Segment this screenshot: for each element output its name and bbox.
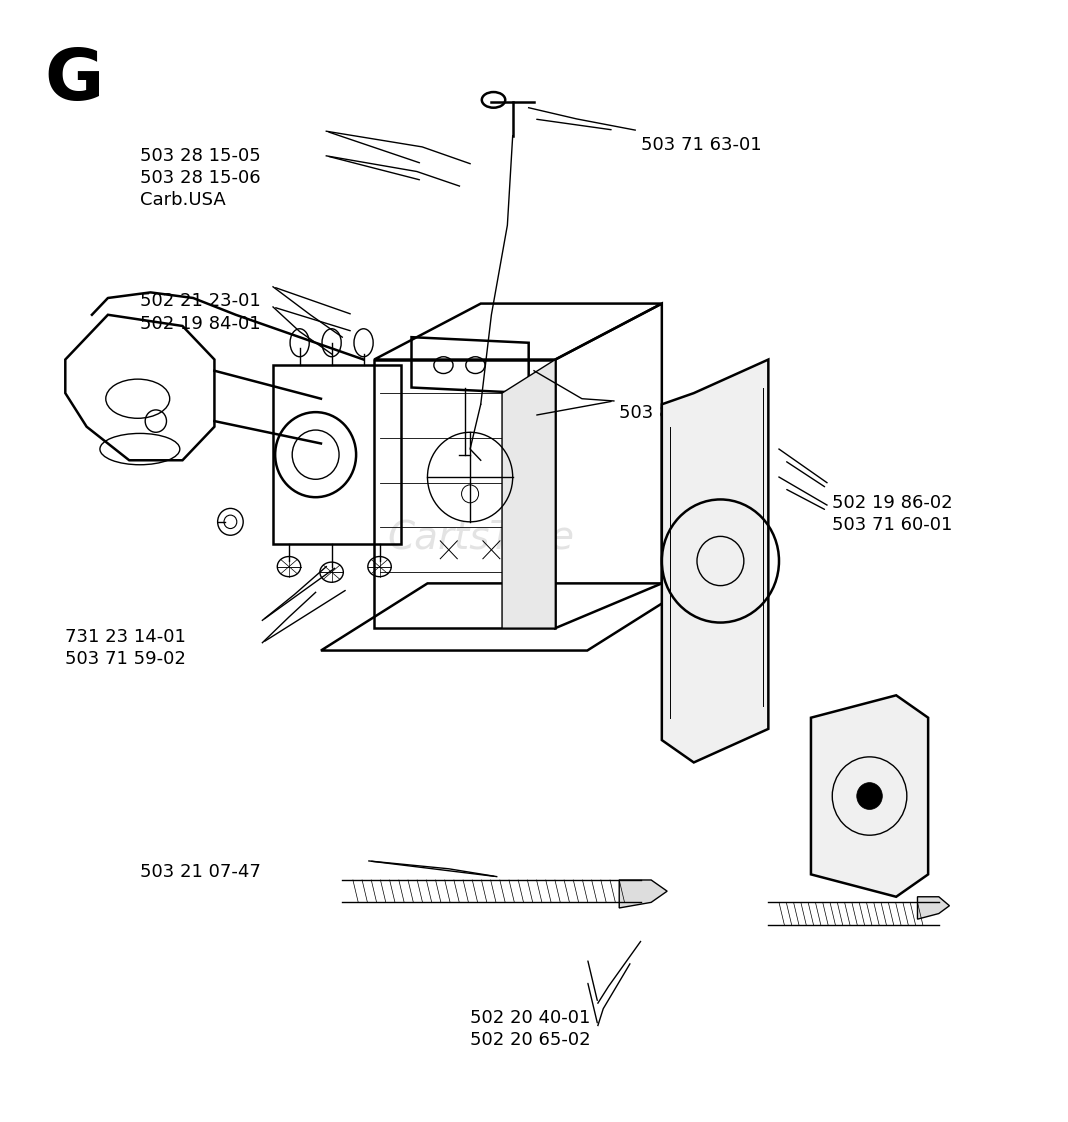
Polygon shape <box>917 896 949 919</box>
Text: 731 23 14-01
503 71 59-02: 731 23 14-01 503 71 59-02 <box>65 628 186 669</box>
Text: 503 21 07-47: 503 21 07-47 <box>140 863 261 881</box>
Text: 503 71 63-01: 503 71 63-01 <box>641 136 761 154</box>
Text: 502 19 86-02
503 71 60-01: 502 19 86-02 503 71 60-01 <box>832 494 953 534</box>
Polygon shape <box>811 696 928 896</box>
Text: G: G <box>44 46 104 116</box>
Text: 503 81 16-01: 503 81 16-01 <box>619 404 740 422</box>
Text: 502 20 40-01
502 20 65-02: 502 20 40-01 502 20 65-02 <box>470 1009 591 1049</box>
Text: 503 28 15-05
503 28 15-06
Carb.USA: 503 28 15-05 503 28 15-06 Carb.USA <box>140 147 261 210</box>
Circle shape <box>857 783 882 809</box>
Polygon shape <box>662 359 768 763</box>
Bar <box>374 359 555 628</box>
Polygon shape <box>502 359 555 628</box>
Text: 502 21 23-01
502 19 84-01: 502 21 23-01 502 19 84-01 <box>140 293 261 332</box>
Text: CartsTree: CartsTree <box>388 519 575 558</box>
Polygon shape <box>619 880 668 908</box>
